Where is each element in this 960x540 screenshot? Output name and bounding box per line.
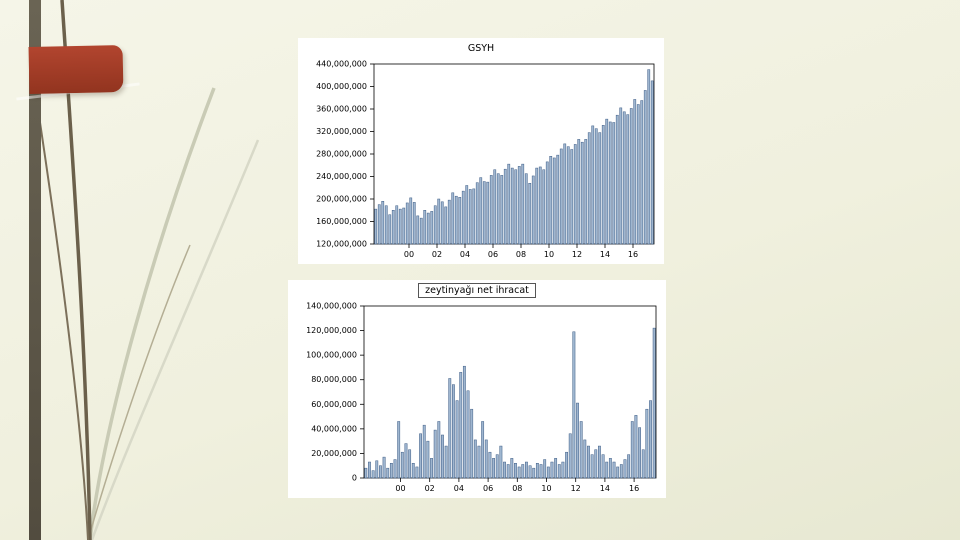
red-accent-box	[28, 45, 124, 94]
svg-text:04: 04	[454, 484, 464, 493]
svg-text:06: 06	[488, 250, 498, 259]
svg-text:04: 04	[460, 250, 470, 259]
svg-text:120,000,000: 120,000,000	[306, 326, 357, 335]
olive-oil-export-chart-panel: zeytinyağı net ihracat 140,000,000 120,00…	[288, 280, 666, 498]
svg-text:00: 00	[404, 250, 414, 259]
gsyh-chart-panel: GSYH 440,000,000 400,000,000 360,000,000 32…	[298, 38, 664, 264]
svg-text:00: 00	[395, 484, 405, 493]
svg-text:02: 02	[432, 250, 442, 259]
svg-text:14: 14	[600, 250, 610, 259]
svg-text:10: 10	[544, 250, 554, 259]
left-accent-bar	[29, 0, 41, 540]
stem-curve-brown	[35, 95, 89, 540]
svg-text:16: 16	[628, 250, 638, 259]
svg-text:0: 0	[352, 474, 357, 483]
stem-curve-pale	[90, 139, 260, 540]
svg-text:400,000,000: 400,000,000	[316, 82, 367, 91]
svg-text:320,000,000: 320,000,000	[316, 127, 367, 136]
svg-text:12: 12	[572, 250, 582, 259]
gsyh-chart-title: GSYH	[298, 38, 664, 58]
svg-text:02: 02	[425, 484, 435, 493]
svg-text:20,000,000: 20,000,000	[311, 449, 357, 458]
svg-text:08: 08	[512, 484, 522, 493]
olive-oil-export-chart-plot: 140,000,000 120,000,000 100,000,000 80,000,…	[288, 300, 666, 498]
svg-text:16: 16	[629, 484, 639, 493]
gsyh-chart-plot: 440,000,000 400,000,000 360,000,000 320,000…	[298, 58, 664, 264]
svg-text:280,000,000: 280,000,000	[316, 150, 367, 159]
svg-text:12: 12	[571, 484, 581, 493]
svg-text:08: 08	[516, 250, 526, 259]
stem-curve-light	[88, 87, 216, 540]
svg-text:14: 14	[600, 484, 610, 493]
svg-text:10: 10	[541, 484, 551, 493]
svg-text:100,000,000: 100,000,000	[306, 351, 357, 360]
svg-text:160,000,000: 160,000,000	[316, 217, 367, 226]
svg-text:120,000,000: 120,000,000	[316, 240, 367, 249]
svg-text:360,000,000: 360,000,000	[316, 105, 367, 114]
stem-curve-thin	[87, 244, 191, 540]
svg-text:80,000,000: 80,000,000	[311, 375, 357, 384]
svg-text:240,000,000: 240,000,000	[316, 172, 367, 181]
svg-text:140,000,000: 140,000,000	[306, 302, 357, 311]
olive-oil-export-chart-title-text: zeytinyağı net ihracat	[418, 282, 536, 298]
svg-text:40,000,000: 40,000,000	[311, 424, 357, 433]
svg-text:06: 06	[483, 484, 493, 493]
olive-oil-export-chart-title: zeytinyağı net ihracat	[288, 280, 666, 300]
svg-text:200,000,000: 200,000,000	[316, 195, 367, 204]
svg-text:60,000,000: 60,000,000	[311, 400, 357, 409]
gsyh-chart-title-text: GSYH	[467, 42, 495, 54]
svg-text:440,000,000: 440,000,000	[316, 60, 367, 69]
